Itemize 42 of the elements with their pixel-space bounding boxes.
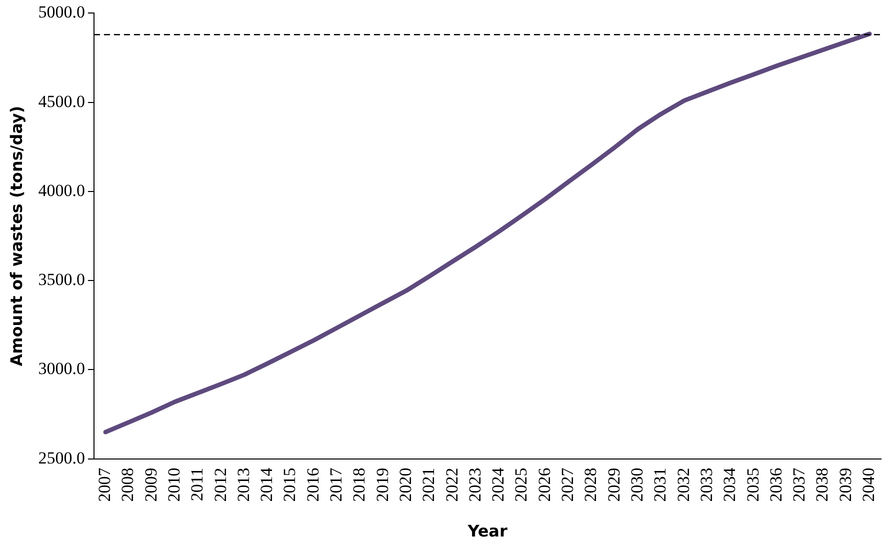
x-tick-label: 2039 [836,468,855,502]
x-tick-label: 2036 [766,468,786,502]
x-tick-label: 2026 [534,468,554,502]
x-tick-label: 2030 [627,468,646,502]
y-axis-title: Amount of wastes (tons/day) [6,106,26,366]
x-tick-label: 2011 [188,468,207,502]
x-tick-label: 2025 [512,468,531,502]
x-axis-title: Year [466,522,508,541]
x-tick-label: 2024 [488,467,508,502]
x-tick-label: 2022 [442,468,462,502]
x-tick-label: 2037 [790,467,809,502]
x-tick-label: 2009 [141,468,160,502]
y-tick-label: 5000.0 [38,2,85,22]
y-tick-label: 4500.0 [38,92,85,111]
x-tick-label: 2007 [94,467,114,502]
x-tick-label: 2038 [812,468,832,502]
x-tick-label: 2027 [558,467,578,502]
y-tick-label: 4000.0 [38,180,85,200]
x-tick-label: 2012 [210,468,230,502]
x-tick-label: 2016 [303,468,322,502]
x-tick-label: 2029 [604,468,624,502]
y-tick-label: 3500.0 [38,270,85,290]
x-tick-label: 2018 [350,468,369,502]
x-tick-label: 2013 [234,468,253,502]
x-tick-label: 2020 [396,468,415,502]
x-tick-label: 2021 [419,468,438,502]
y-tick-label: 2500.0 [38,448,85,468]
y-tick-label: 3000.0 [38,359,85,378]
x-tick-label: 2023 [465,468,484,502]
x-tick-label: 2019 [372,468,392,502]
x-tick-label: 2031 [650,468,670,502]
x-tick-label: 2008 [118,468,138,502]
x-tick-label: 2010 [164,468,184,502]
x-tick-label: 2040 [859,468,878,502]
x-tick-label: 2015 [280,468,300,502]
x-tick-label: 2028 [581,468,600,502]
x-tick-label: 2035 [743,468,762,502]
x-tick-label: 2032 [674,468,693,502]
x-tick-label: 2033 [696,468,716,502]
x-tick-label: 2017 [326,467,346,502]
x-tick-label: 2034 [720,467,740,502]
x-tick-label: 2014 [257,467,276,502]
